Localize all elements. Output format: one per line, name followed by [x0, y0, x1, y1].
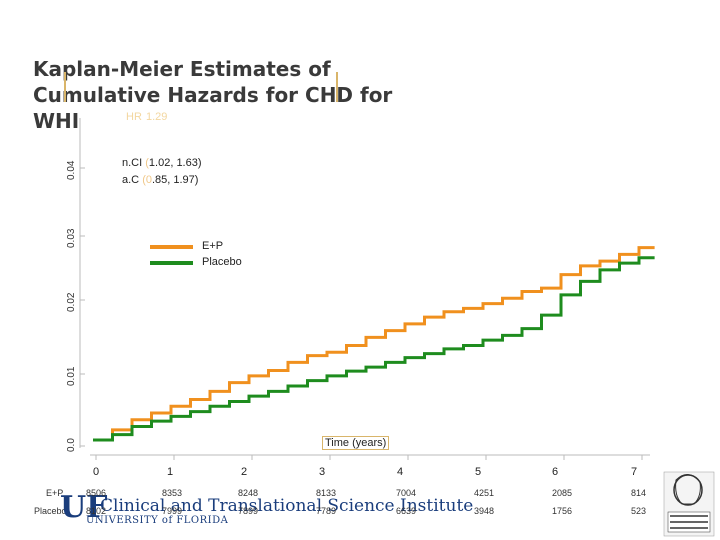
title-highlight-box: [64, 72, 338, 102]
x-tick-label: 2: [241, 466, 248, 478]
ci-adjusted-label: a.C: [122, 174, 140, 186]
ci-row-adjusted: a.C (0.85, 1.97): [122, 174, 198, 186]
risk-cell-placebo: 3948: [474, 506, 495, 516]
ci-nominal-value: 1.02, 1.63: [148, 157, 198, 169]
university-name: UNIVERSITY of FLORIDA: [86, 515, 229, 526]
ci-adjusted-value: .85, 1.97: [151, 174, 195, 186]
risk-cell-placebo: 7899: [238, 506, 259, 516]
risk-cell-ep: 8353: [162, 488, 183, 498]
y-tick-label: 0.01: [66, 366, 77, 386]
risk-cell-ep: 8248: [238, 488, 259, 498]
risk-cell-ep: 2085: [552, 488, 573, 498]
ci-nominal-close-paren: ): [197, 157, 202, 169]
risk-cell-ep: 8506: [86, 488, 107, 498]
chart-title: Kaplan-Meier Estimates of Cumulative Haz…: [33, 57, 393, 133]
risk-cell-ep: 8133: [316, 488, 337, 498]
x-tick-label: 4: [397, 466, 404, 478]
risk-row-label-placebo: Placebo: [34, 506, 67, 516]
legend-swatch-ep: [150, 245, 193, 249]
y-tick-label: 0.04: [66, 160, 77, 180]
legend-swatch-placebo: [150, 261, 193, 265]
risk-cell-ep: 814: [631, 488, 647, 498]
y-tick-label: 0.02: [66, 292, 77, 312]
y-tick-label: 0.03: [66, 228, 77, 248]
hr-label: HR: [126, 111, 142, 123]
risk-cell-ep: 4251: [474, 488, 495, 498]
risk-cell-placebo: 523: [631, 506, 647, 516]
ci-nominal-label: n.CI: [122, 157, 143, 169]
risk-row-label-ep: E+P: [46, 488, 64, 498]
ci-row-nominal: n.CI (1.02, 1.63): [122, 157, 202, 169]
x-tick-label: 6: [552, 466, 559, 478]
risk-cell-placebo: 7999: [162, 506, 183, 516]
uf-logo: UF: [60, 490, 108, 525]
x-axis-title: Time (years): [322, 436, 390, 450]
legend-label-ep: E+P: [202, 240, 224, 252]
x-tick-label: 3: [319, 466, 326, 478]
series-line-placebo: [93, 256, 655, 442]
risk-cell-placebo: 8102: [86, 506, 107, 516]
risk-cell-placebo: 7789: [316, 506, 337, 516]
risk-cell-placebo: 1756: [552, 506, 573, 516]
risk-cell-ep: 7004: [396, 488, 417, 498]
ci-nominal-open-paren: (: [145, 157, 149, 169]
risk-cell-placebo: 6639: [396, 506, 417, 516]
institute-name: Clinical and Translational Science Insti…: [100, 496, 474, 516]
y-tick-label: 0.0: [66, 438, 77, 452]
hr-value: 1.29: [146, 111, 168, 123]
legend-label-placebo: Placebo: [202, 256, 242, 268]
x-tick-label: 7: [631, 466, 638, 478]
x-tick-label: 5: [475, 466, 482, 478]
x-tick-label: 0: [93, 466, 100, 478]
ci-adjusted-close-paren: ): [194, 174, 199, 186]
x-tick-label: 1: [167, 466, 174, 478]
ci-adjusted-open-paren: (0: [142, 174, 152, 186]
series-line-ep: [93, 246, 655, 442]
